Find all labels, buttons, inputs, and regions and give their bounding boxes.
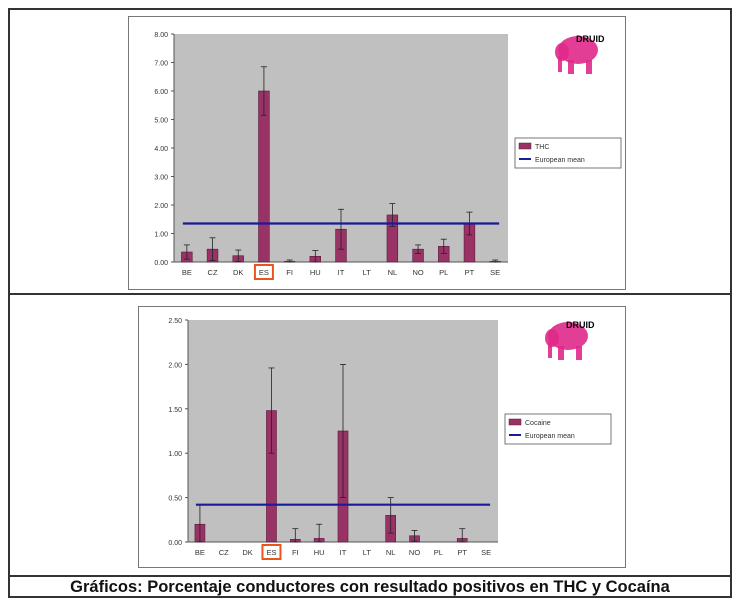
thc-chart-panel: 0.00 1.00 2.00 3.00 4.00 5.00 6.00 7.00 8.00 BE CZ… <box>128 16 626 290</box>
x-tick-label-it: IT <box>338 268 345 277</box>
x-tick-label-pt: PT <box>465 268 475 277</box>
highlight-box-es <box>261 544 282 560</box>
y-tick-label: 0.00 <box>154 260 168 267</box>
caption-divider <box>8 575 732 577</box>
legend-swatch-bar <box>518 142 532 150</box>
x-tick-label-dk: DK <box>242 548 252 557</box>
x-tick-label-cz: CZ <box>208 268 218 277</box>
y-tick-label: 1.00 <box>154 232 168 239</box>
legend-box <box>504 413 612 445</box>
x-tick-label-be: BE <box>195 548 205 557</box>
x-tick-label-es: ES <box>259 268 269 277</box>
legend-swatch-bar <box>508 418 522 426</box>
druid-logo: DRUID <box>545 320 595 360</box>
y-tick-label: 5.00 <box>154 118 168 125</box>
y-tick-label: 1.50 <box>168 407 182 414</box>
x-tick-label-nl: NL <box>386 548 396 557</box>
thc-chart: 0.00 1.00 2.00 3.00 4.00 5.00 6.00 7.00 8.00 BE CZ… <box>128 16 626 290</box>
logo-elephant-body <box>548 322 588 350</box>
x-tick-label-hu: HU <box>310 268 321 277</box>
y-tick-label: 7.00 <box>154 61 168 68</box>
cocaine-chart-panel: 0.00 0.50 1.00 1.50 2.00 2.50 BE CZ DK ES FI HU IT LT… <box>138 306 626 568</box>
logo-elephant-body <box>558 36 598 64</box>
x-tick-label-lt: LT <box>363 548 372 557</box>
panel-divider <box>8 293 732 295</box>
y-tick-label: 0.50 <box>168 496 182 503</box>
legend-label-series: Cocaine <box>525 420 551 427</box>
x-tick-label-it: IT <box>340 548 347 557</box>
x-tick-label-no: NO <box>412 268 423 277</box>
logo-elephant-leg <box>568 60 574 74</box>
x-tick-label-cz: CZ <box>219 548 229 557</box>
logo-elephant-leg <box>586 60 592 74</box>
x-tick-label-es: ES <box>266 548 276 557</box>
y-tick-label: 4.00 <box>154 146 168 153</box>
logo-text: DRUID <box>576 34 605 44</box>
x-tick-label-pl: PL <box>439 268 448 277</box>
highlight-box-es <box>253 264 274 280</box>
cocaine-chart: 0.00 0.50 1.00 1.50 2.00 2.50 BE CZ DK ES FI HU IT LT… <box>138 306 626 568</box>
x-tick-label-fi: FI <box>286 268 293 277</box>
druid-logo: DRUID <box>555 34 605 74</box>
x-tick-label-hu: HU <box>314 548 325 557</box>
x-tick-label-nl: NL <box>388 268 398 277</box>
legend-label-mean: European mean <box>535 157 585 164</box>
x-tick-label-se: SE <box>481 548 491 557</box>
legend-label-series: THC <box>535 144 549 151</box>
logo-elephant-leg <box>576 346 582 360</box>
y-tick-label: 2.00 <box>168 362 182 369</box>
y-tick-label: 8.00 <box>154 32 168 39</box>
x-tick-label-fi: FI <box>292 548 299 557</box>
legend-label-mean: European mean <box>525 433 575 440</box>
x-tick-label-no: NO <box>409 548 420 557</box>
y-tick-label: 1.00 <box>168 451 182 458</box>
x-tick-label-dk: DK <box>233 268 243 277</box>
x-tick-label-pl: PL <box>434 548 443 557</box>
x-tick-label-lt: LT <box>363 268 372 277</box>
legend-box <box>514 137 622 169</box>
x-tick-label-se: SE <box>490 268 500 277</box>
y-tick-label: 3.00 <box>154 175 168 182</box>
x-tick-label-pt: PT <box>457 548 467 557</box>
y-tick-label: 6.00 <box>154 89 168 96</box>
logo-elephant-trunk <box>558 56 562 72</box>
logo-text: DRUID <box>566 320 595 330</box>
y-tick-label: 2.00 <box>154 203 168 210</box>
bar-es <box>258 90 270 263</box>
x-tick-label-be: BE <box>182 268 192 277</box>
y-tick-label: 2.50 <box>168 318 182 325</box>
y-tick-label: 0.00 <box>168 540 182 547</box>
logo-elephant-leg <box>558 346 564 360</box>
figure-caption: Gráficos: Porcentaje conductores con res… <box>70 578 670 596</box>
logo-elephant-trunk <box>548 342 552 358</box>
